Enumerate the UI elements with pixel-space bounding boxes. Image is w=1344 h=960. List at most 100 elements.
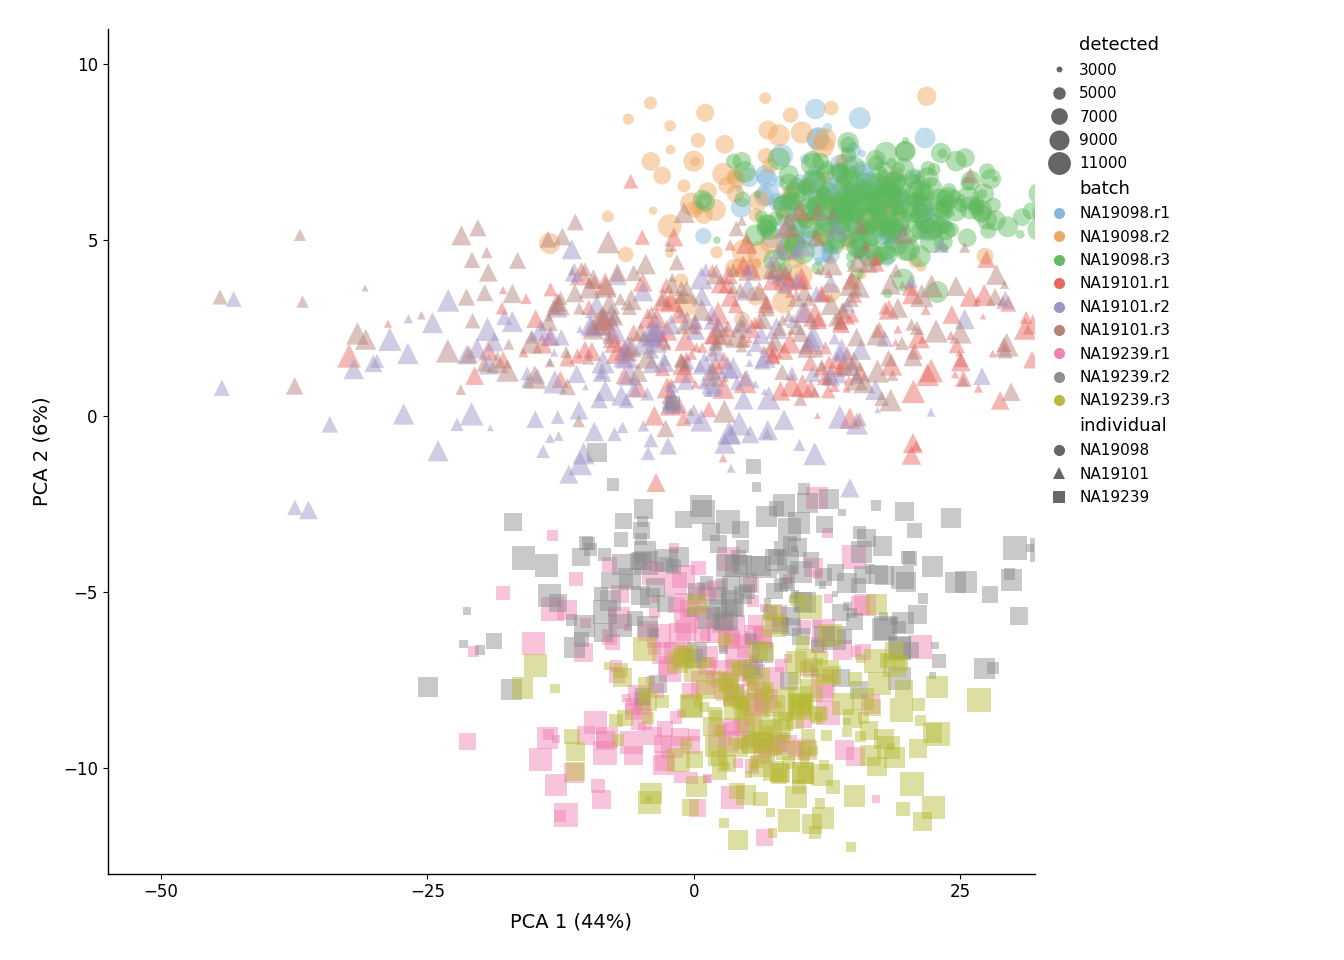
Point [551, 329, 573, 345]
Point [902, 286, 923, 301]
Point [876, 653, 898, 668]
Point [624, 265, 645, 280]
Point [818, 492, 840, 507]
Point [527, 368, 548, 383]
Point [720, 461, 742, 476]
Point [503, 515, 524, 530]
Point [790, 629, 812, 644]
Point [817, 371, 839, 386]
Point [575, 536, 597, 551]
Point [820, 212, 841, 228]
Point [864, 654, 886, 669]
Point [749, 264, 770, 279]
Point [839, 411, 860, 426]
Point [685, 597, 707, 612]
Point [786, 319, 808, 334]
Point [730, 692, 751, 708]
Point [766, 552, 788, 567]
Point [790, 325, 812, 341]
Point [887, 322, 909, 337]
Point [910, 199, 931, 214]
Point [845, 329, 867, 345]
Point [780, 108, 801, 123]
Point [762, 341, 784, 356]
Point [898, 193, 919, 208]
Point [659, 218, 680, 233]
Point [755, 682, 777, 697]
Point [778, 195, 800, 210]
Point [827, 210, 848, 226]
Point [814, 228, 836, 244]
Point [694, 700, 715, 715]
Point [730, 521, 751, 537]
Point [633, 689, 655, 705]
Point [719, 237, 741, 252]
Point [937, 195, 958, 210]
Point [911, 206, 933, 222]
Point [555, 345, 577, 360]
Point [864, 186, 886, 202]
Point [636, 556, 657, 571]
Point [817, 372, 839, 387]
Point [806, 260, 828, 276]
Point [847, 416, 868, 431]
Point [824, 211, 845, 227]
Point [731, 632, 753, 647]
Point [711, 722, 732, 737]
Point [832, 175, 853, 190]
Point [886, 226, 907, 241]
Point [925, 224, 946, 239]
Point [478, 356, 500, 372]
Point [715, 758, 737, 774]
Point [632, 719, 653, 734]
Point [719, 675, 741, 690]
Point [661, 394, 683, 409]
Point [659, 246, 680, 261]
Point [876, 226, 898, 241]
Point [737, 584, 758, 599]
Point [862, 203, 883, 218]
Point [921, 278, 942, 294]
Point [712, 380, 734, 396]
Point [605, 659, 626, 674]
Point [544, 732, 566, 747]
Point [680, 684, 702, 699]
Point [985, 267, 1007, 282]
Point [613, 343, 634, 358]
Point [849, 187, 871, 203]
Point [616, 247, 637, 262]
Point [800, 232, 821, 248]
Point [673, 594, 695, 610]
Point [450, 228, 472, 243]
Point [751, 627, 773, 642]
Point [870, 247, 891, 262]
Point [801, 683, 823, 698]
Point [739, 261, 761, 276]
Point [712, 639, 734, 655]
Point [913, 187, 934, 203]
Point [886, 263, 907, 278]
Point [808, 191, 829, 206]
Point [804, 825, 825, 840]
Point [601, 605, 622, 620]
Point [755, 148, 777, 163]
Point [722, 634, 743, 649]
Point [594, 546, 616, 562]
Point [706, 232, 727, 248]
Point [702, 375, 723, 391]
Point [726, 221, 747, 236]
Point [223, 291, 245, 306]
Point [781, 562, 802, 577]
Point [367, 353, 388, 369]
Point [566, 571, 587, 587]
Point [457, 733, 478, 749]
Point [644, 591, 665, 607]
Point [746, 479, 767, 494]
Point [843, 353, 864, 369]
Point [781, 232, 802, 248]
Point [836, 180, 857, 195]
Point [747, 718, 769, 733]
Point [524, 412, 546, 427]
Point [831, 201, 852, 216]
Point [724, 298, 746, 313]
